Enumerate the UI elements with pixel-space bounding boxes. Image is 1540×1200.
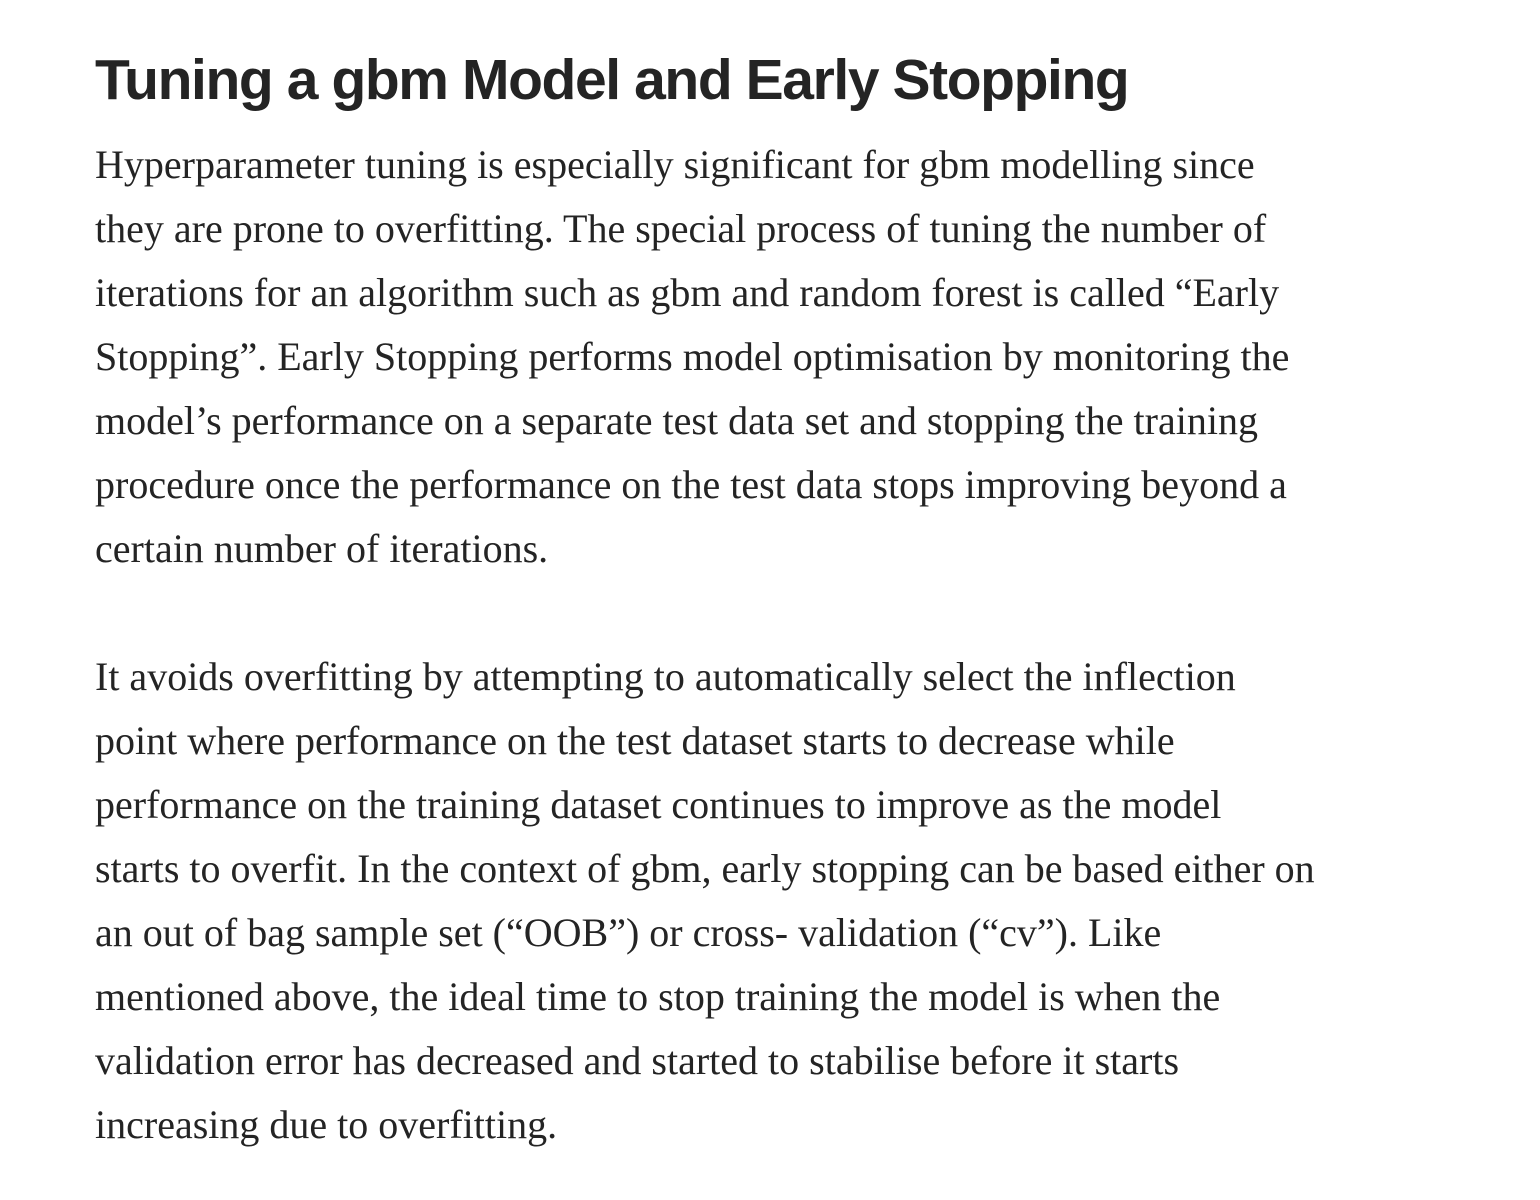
paragraph-line: point where performance on the test data… [95, 718, 1175, 763]
paragraph-line: model’s performance on a separate test d… [95, 398, 1258, 443]
paragraph-line: Stopping”. Early Stopping performs model… [95, 334, 1290, 379]
paragraph-line: increasing due to overfitting. [95, 1102, 558, 1147]
paragraph-line: performance on the training dataset cont… [95, 782, 1222, 827]
paragraph-line: certain number of iterations. [95, 526, 549, 571]
paragraph-early-stopping-intro: Hyperparameter tuning is especially sign… [95, 133, 1495, 581]
article-title: Tuning a gbm Model and Early Stopping [95, 48, 1130, 112]
paragraph-line: they are prone to overfitting. The speci… [95, 206, 1267, 251]
paragraph-line: procedure once the performance on the te… [95, 462, 1287, 507]
paragraph-line: It avoids overfitting by attempting to a… [95, 654, 1236, 699]
paragraph-overfitting-details: It avoids overfitting by attempting to a… [95, 645, 1495, 1157]
paragraph-line: mentioned above, the ideal time to stop … [95, 974, 1221, 1019]
paragraph-line: Hyperparameter tuning is especially sign… [95, 142, 1255, 187]
article: Tuning a gbm Model and Early Stopping Hy… [95, 38, 1495, 1157]
paragraph-line: validation error has decreased and start… [95, 1038, 1180, 1083]
paragraph-line: iterations for an algorithm such as gbm … [95, 270, 1280, 315]
paragraph-line: an out of bag sample set (“OOB”) or cros… [95, 910, 1162, 955]
paragraph-line: starts to overfit. In the context of gbm… [95, 846, 1315, 891]
